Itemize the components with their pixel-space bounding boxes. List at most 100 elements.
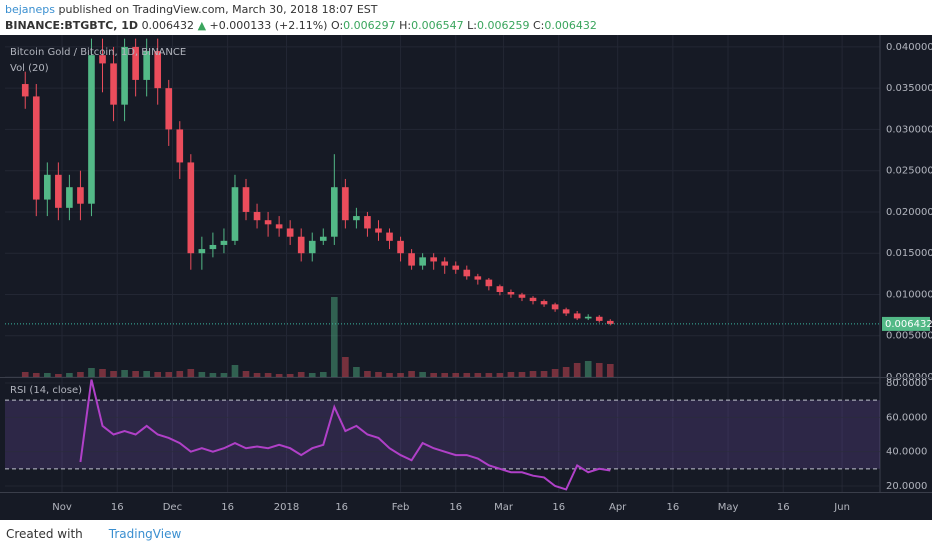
x-tick-label: Nov: [52, 502, 72, 513]
candle-body: [99, 55, 106, 64]
rsi-band-fill: [5, 400, 880, 469]
ohlc-key: H:: [399, 19, 412, 32]
volume-bar: [342, 357, 349, 377]
volume-bar: [308, 373, 316, 377]
candle-body: [485, 279, 493, 287]
ticker-line: BINANCE:BTGBTC, 1D 0.006432 ▲ +0.000133 …: [5, 18, 597, 34]
created-with: Created with: [6, 527, 83, 541]
y-tick-label: 0.020000: [886, 207, 932, 218]
volume-bar: [297, 372, 305, 377]
x-tick-label: Jun: [833, 502, 850, 513]
volume-bar: [485, 373, 493, 377]
candle-body: [21, 84, 29, 97]
candle-body: [132, 46, 139, 80]
rsi-tick-label: 20.0000: [886, 481, 927, 492]
volume-bar: [353, 367, 360, 377]
volume-bar: [430, 373, 437, 377]
x-tick-label: Feb: [392, 502, 410, 513]
published: published on TradingView.com, March 30, …: [58, 3, 378, 16]
volume-bar: [331, 297, 338, 377]
volume-bar: [364, 371, 371, 377]
volume-bar: [187, 369, 195, 377]
volume-bar: [551, 369, 559, 377]
x-tick-label: 16: [449, 502, 462, 513]
author[interactable]: bejaneps: [5, 3, 55, 16]
candle-body: [584, 316, 592, 319]
volume-bar: [573, 363, 581, 377]
volume-bar: [507, 372, 515, 377]
last-price-tag: [882, 316, 930, 331]
volume-bar: [375, 372, 382, 377]
candle-body: [44, 174, 51, 200]
volume-bar: [452, 373, 460, 377]
rsi-tick-label: 40.0000: [886, 447, 927, 458]
volume-bar: [264, 373, 272, 377]
candle-body: [507, 292, 515, 295]
y-tick-label: 0.015000: [886, 248, 932, 259]
volume-bar: [165, 372, 173, 377]
last: 0.006432: [141, 19, 195, 32]
volume-bar: [198, 372, 206, 377]
candle-body: [452, 265, 460, 270]
x-tick-label: Dec: [163, 502, 182, 513]
candle-body: [143, 51, 150, 80]
x-tick-label: 2018: [274, 502, 299, 513]
volume-bar: [55, 374, 62, 377]
candle-body: [364, 216, 371, 229]
candle-body: [242, 187, 250, 212]
rsi-line: [79, 379, 611, 491]
candle-body: [121, 46, 128, 105]
candle-body: [595, 316, 603, 321]
candle-body: [286, 228, 294, 237]
ohlc-key: O:: [330, 19, 344, 32]
volume-bar: [496, 373, 504, 377]
volume-bar: [44, 373, 51, 377]
brand[interactable]: TradingView: [108, 527, 182, 541]
symbol: BINANCE:BTGBTC, 1D: [5, 19, 139, 32]
x-tick-label: 16: [335, 502, 348, 513]
volume-bar: [176, 371, 184, 377]
volume-bar: [275, 374, 283, 377]
chart-background: [0, 35, 932, 520]
x-tick-label: May: [718, 502, 739, 513]
volume-bar: [143, 371, 150, 377]
volume-bar: [209, 373, 217, 377]
candle-body: [198, 249, 206, 254]
volume-bar: [121, 370, 128, 377]
candle-body: [264, 220, 272, 225]
x-tick-label: Apr: [609, 502, 627, 513]
x-tick-label: 16: [221, 502, 234, 513]
volume-bar: [231, 365, 239, 377]
candle-body: [518, 294, 526, 298]
y-tick-label: 0.025000: [886, 166, 932, 177]
change: +0.000133 (+2.11%): [209, 19, 328, 32]
candle-body: [55, 174, 62, 208]
volume-bar: [397, 373, 404, 377]
candle-body: [397, 240, 404, 254]
arrow: ▲: [197, 19, 207, 32]
candle-body: [331, 187, 338, 237]
x-tick-label: 16: [666, 502, 679, 513]
volume-bar: [99, 369, 106, 377]
volume-bar: [408, 371, 415, 377]
volume-bar: [154, 372, 162, 377]
header: bejaneps published on TradingView.com, M…: [5, 2, 597, 34]
chart-title: Bitcoin Gold / Bitcoin, 1D, BINANCE: [10, 47, 186, 58]
candle-body: [176, 129, 184, 163]
ohlc-key: C:: [532, 19, 545, 32]
volume-bar: [518, 372, 526, 377]
y-tick-label: 0.030000: [886, 124, 932, 135]
ohlc-key: L:: [467, 19, 477, 32]
x-tick-label: 16: [111, 502, 124, 513]
candle-body: [419, 257, 426, 266]
rsi-title: RSI (14, close): [10, 385, 82, 396]
candle-body: [606, 320, 614, 324]
ohlc-value: 0.006432: [544, 19, 597, 32]
candle-body: [209, 244, 217, 250]
candle-body: [32, 96, 40, 200]
y-tick-label: 0.040000: [886, 42, 932, 53]
volume-title: Vol (20): [10, 63, 49, 74]
candle-body: [540, 301, 548, 305]
candle-body: [551, 304, 559, 310]
candle-body: [529, 297, 537, 302]
